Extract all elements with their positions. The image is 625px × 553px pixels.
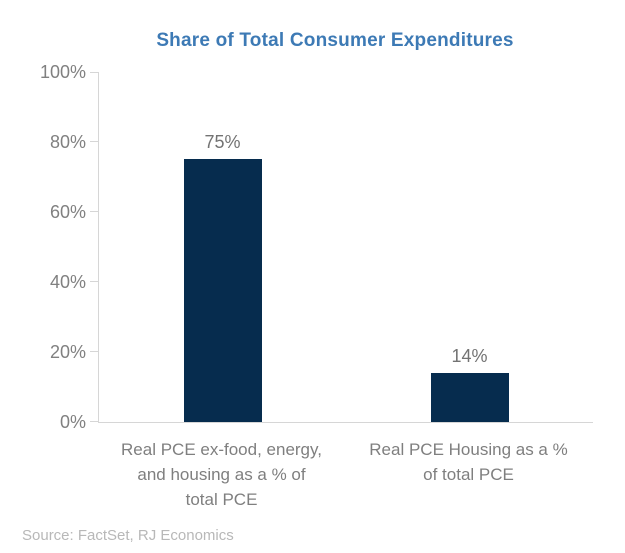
y-tick-mark [90,351,98,352]
plot-area: 75% 14% [90,72,593,423]
bar-value-label: 14% [451,346,488,366]
y-tick-label: 40% [49,272,86,292]
y-tick-label: 80% [49,132,86,152]
y-tick-mark [90,421,98,422]
y-tick-label: 100% [39,62,86,82]
bar-value-label: 75% [204,132,241,152]
x-axis-labels: Real PCE ex-food, energy, and housing as … [98,437,592,519]
y-tick-mark [90,211,98,212]
y-tick-label: 0% [59,412,86,432]
source-note: Source: FactSet, RJ Economics [22,527,234,544]
bar-1 [183,159,262,422]
chart-title: Share of Total Consumer Expenditures [156,30,514,51]
bar-2 [430,373,509,422]
y-tick-mark [90,281,98,282]
y-tick-mark [90,72,98,73]
y-axis: 0% 20% 40% 60% 80% 100% [0,62,86,432]
y-tick-mark [90,141,98,142]
y-tick-label: 60% [49,202,86,222]
y-tick-label: 20% [49,342,86,362]
category-label: Real PCE ex-food, energy, and housing as … [121,440,322,509]
category-label: Real PCE Housing as a % of total PCE [369,440,568,484]
